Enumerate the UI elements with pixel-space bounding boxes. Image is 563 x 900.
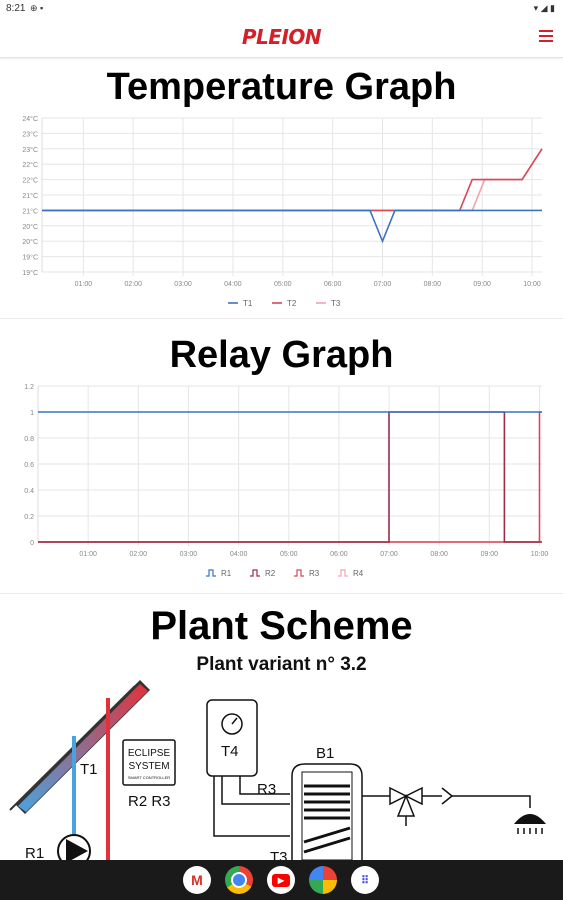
t3-label: T3 (270, 849, 288, 860)
plant-scheme-diagram: T1 R1 ECLIPSE SYSTEM SMART CONTROLLER R2… (9, 680, 546, 860)
system-status-icons: ▾ ◢ ▮ (533, 3, 555, 13)
legend-marker-r1 (206, 569, 216, 577)
gmail-icon[interactable]: M (183, 866, 211, 894)
x-tick-label: 05:00 (274, 281, 292, 288)
x-tick-label: 04:00 (224, 281, 242, 288)
y-tick-label: 20°C (22, 223, 38, 231)
legend-label-t2[interactable]: T2 (287, 299, 297, 308)
pump-icon (57, 834, 91, 860)
relay-chart: 0 0.2 0.4 0.6 0.8 1 1.2 01:00 02:00 03:00 04:00 05:… (24, 384, 549, 578)
x-tick-label: 05:00 (280, 551, 298, 558)
temperature-chart: 19°C 19°C 20°C 20°C 21°C 21°C 22°C 22°C 23°C 23°C… (22, 115, 543, 308)
storage-tank-b1: B1 (291, 745, 363, 860)
temperature-graph-title: Temperature Graph (106, 66, 457, 108)
y-tick-label: 20°C (22, 238, 38, 246)
status-bar: 8:21 ⊕ ▪ ▾ ◢ ▮ (0, 0, 563, 18)
y-tick-label: 19°C (22, 269, 38, 277)
x-tick-label: 10:00 (523, 281, 541, 288)
x-tick-label: 03:00 (174, 281, 192, 288)
app-dock: M ▶ ⠿ (0, 860, 563, 900)
x-tick-label: 07:00 (380, 551, 398, 558)
y-tick-label: 0.2 (24, 514, 34, 521)
y-tick-label: 23°C (22, 130, 38, 138)
series-line-r2 (38, 411, 542, 543)
x-tick-label: 09:00 (473, 281, 491, 288)
y-tick-label: 0.8 (24, 436, 34, 443)
x-tick-label: 08:00 (424, 281, 442, 288)
chrome-icon[interactable] (225, 866, 253, 894)
x-tick-label: 04:00 (230, 551, 248, 558)
controller-line-1: ECLIPSE (128, 748, 171, 759)
legend-label-t1[interactable]: T1 (243, 299, 253, 308)
y-tick-label: 21°C (22, 207, 38, 215)
section-divider (0, 318, 563, 319)
apps-icon[interactable]: ⠿ (351, 866, 379, 894)
t1-label: T1 (80, 761, 98, 778)
x-tick-label: 02:00 (130, 551, 148, 558)
y-tick-label: 19°C (22, 254, 38, 262)
legend-label-r4[interactable]: R4 (353, 569, 364, 578)
legend-marker-r3 (294, 569, 304, 577)
y-tick-label: 22°C (22, 161, 38, 169)
hamburger-menu-icon[interactable] (539, 30, 553, 43)
app-bar: PLEION (0, 18, 563, 58)
eclipse-controller: ECLIPSE SYSTEM SMART CONTROLLER (122, 739, 176, 786)
legend-label-r3[interactable]: R3 (309, 569, 320, 578)
legend-marker-r2 (250, 569, 260, 577)
legend-label-r2[interactable]: R2 (265, 569, 276, 578)
x-tick-label: 06:00 (324, 281, 342, 288)
r2-r3-label: R2 R3 (128, 793, 171, 810)
controller-line-3: SMART CONTROLLER (128, 775, 170, 780)
x-tick-label: 01:00 (79, 551, 97, 558)
y-tick-label: 0.4 (24, 488, 34, 495)
notification-icons: ⊕ ▪ (30, 3, 44, 13)
legend-label-r1[interactable]: R1 (221, 569, 232, 578)
youtube-icon[interactable]: ▶ (267, 866, 295, 894)
mixing-valve-icon (389, 786, 423, 817)
x-tick-label: 03:00 (180, 551, 198, 558)
shower-head-icon (514, 814, 546, 834)
status-time: 8:21 (6, 3, 26, 14)
b1-label: B1 (316, 745, 334, 762)
legend-marker-r4 (338, 569, 348, 577)
controller-line-2: SYSTEM (128, 761, 169, 772)
pleion-logo: PLEION (241, 25, 322, 49)
y-tick-label: 0 (30, 540, 34, 547)
t4-label: T4 (221, 743, 239, 760)
r1-label: R1 (25, 845, 44, 860)
y-tick-label: 22°C (22, 177, 38, 185)
relay-graph-title: Relay Graph (169, 334, 394, 376)
x-tick-label: 01:00 (75, 281, 93, 288)
y-tick-label: 0.6 (24, 462, 34, 469)
x-tick-label: 09:00 (481, 551, 499, 558)
plant-variant-label: Plant variant n° 3.2 (196, 654, 367, 675)
x-tick-label: 07:00 (374, 281, 392, 288)
y-tick-label: 21°C (22, 192, 38, 200)
legend-label-t3[interactable]: T3 (331, 299, 341, 308)
x-tick-label: 06:00 (330, 551, 348, 558)
series-line-t1 (42, 209, 542, 244)
photos-icon[interactable] (309, 866, 337, 894)
y-tick-label: 24°C (22, 115, 38, 123)
series-line-r3 (38, 411, 542, 543)
x-tick-label: 02:00 (124, 281, 142, 288)
y-tick-label: 23°C (22, 146, 38, 154)
x-tick-label: 10:00 (531, 551, 549, 558)
plant-scheme-title: Plant Scheme (150, 604, 413, 648)
y-tick-label: 1 (30, 410, 34, 417)
section-divider (0, 593, 563, 594)
boiler-t4: T4 (206, 699, 258, 777)
r3-label: R3 (257, 781, 276, 798)
y-tick-label: 1.2 (24, 384, 34, 391)
x-tick-label: 08:00 (430, 551, 448, 558)
